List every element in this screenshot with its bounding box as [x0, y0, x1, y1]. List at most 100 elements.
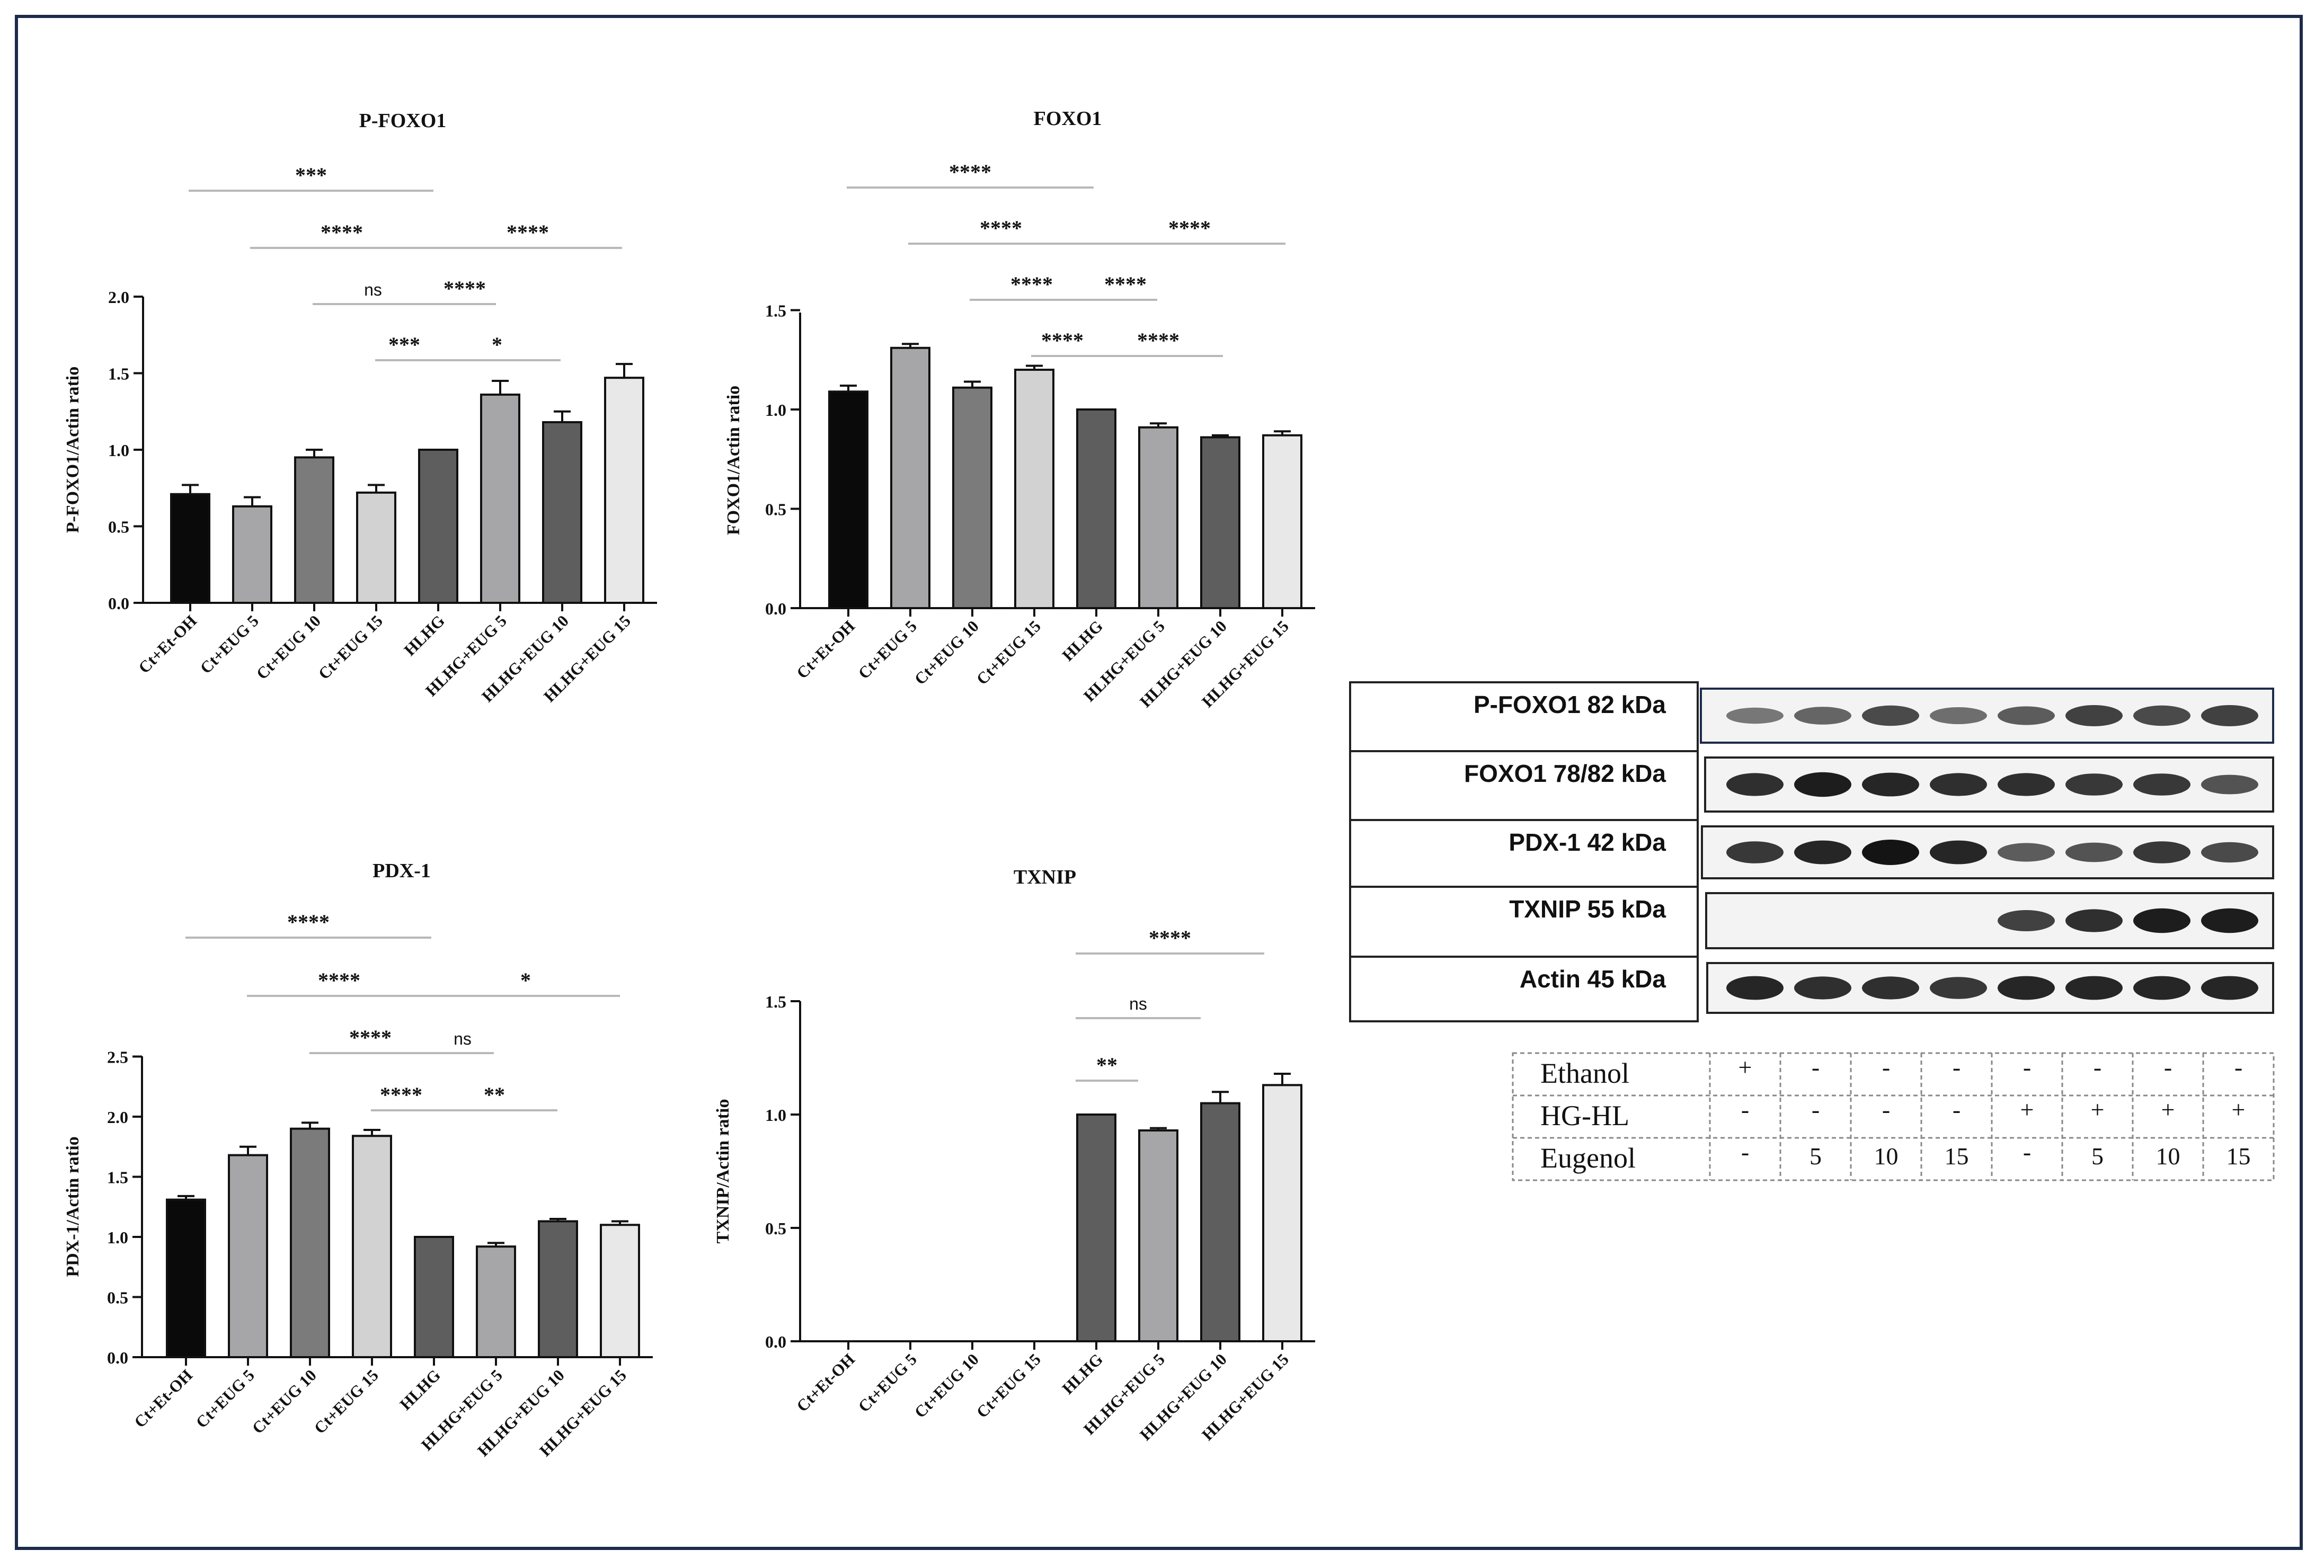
x-tick-label: Ct+EUG 5 — [192, 1366, 258, 1431]
blot-band — [2133, 773, 2190, 796]
significance-label: **** — [318, 968, 360, 992]
y-tick-label: 0.5 — [107, 1288, 128, 1307]
bar-5 — [1138, 426, 1178, 609]
table-row-label: Eugenol — [1540, 1142, 1636, 1174]
chart-title: FOXO1 — [1034, 108, 1102, 130]
bar-0 — [166, 1198, 206, 1358]
table-cell: + — [2020, 1096, 2034, 1123]
bar-7 — [604, 377, 644, 604]
blot-row-label: PDX-1 42 kDa — [1509, 828, 1666, 856]
blot-row-label: TXNIP 55 kDa — [1509, 895, 1666, 923]
table-cell: + — [2232, 1096, 2246, 1123]
bar-5 — [476, 1245, 516, 1358]
y-tick-label: 0.5 — [765, 500, 786, 519]
y-tick-label: 0.0 — [107, 1348, 128, 1367]
bar-1 — [228, 1154, 268, 1358]
table-cell: - — [2023, 1054, 2031, 1081]
y-axis-label: P-FOXO1/Actin ratio — [63, 367, 83, 533]
blot-band — [1794, 707, 1851, 725]
significance-label: **** — [949, 160, 991, 184]
significance-label: **** — [507, 220, 549, 244]
table-cell: - — [1882, 1096, 1890, 1123]
x-tick-label: Ct+EUG 5 — [855, 1350, 920, 1415]
bar-6 — [538, 1220, 578, 1358]
significance-label: **** — [980, 216, 1022, 240]
bar-5 — [480, 393, 520, 604]
blot-band — [1862, 976, 1919, 1000]
blot-label-box — [1349, 681, 1699, 1022]
bar-7 — [1262, 1084, 1302, 1343]
table-cell: + — [2161, 1096, 2175, 1123]
blot-band — [1862, 772, 1919, 797]
y-tick-label: 0.0 — [108, 594, 129, 613]
significance-label: **** — [1104, 272, 1147, 296]
significance-label: **** — [321, 220, 363, 244]
table-cell: - — [1741, 1096, 1749, 1123]
y-axis-label: TXNIP/Actin ratio — [713, 1099, 733, 1244]
y-tick-label: 2.0 — [107, 1108, 128, 1127]
table-cell: - — [2164, 1054, 2172, 1081]
blot-band — [1930, 977, 1987, 999]
significance-label: **** — [380, 1083, 422, 1107]
blot-band — [2201, 842, 2258, 863]
significance-label: ns — [454, 1029, 472, 1048]
bar-3 — [356, 491, 396, 604]
x-tick-label: Ct+EUG 10 — [249, 1366, 320, 1437]
y-tick-label: 1.5 — [765, 301, 786, 320]
blot-band — [2201, 976, 2258, 1000]
blot-band — [2133, 841, 2190, 863]
significance-label: * — [492, 333, 502, 357]
chart-title: PDX-1 — [372, 860, 431, 882]
blot-band — [1998, 773, 2055, 796]
blot-band — [1998, 843, 2055, 862]
blot-band — [1862, 705, 1919, 726]
significance-label: *** — [295, 163, 327, 187]
table-cell: 10 — [2156, 1143, 2180, 1170]
table-cell: + — [1738, 1054, 1752, 1081]
y-tick-label: 0.5 — [108, 518, 129, 537]
blot-band — [2065, 705, 2123, 726]
bar-3 — [352, 1135, 392, 1359]
table-cell: - — [1953, 1096, 1961, 1123]
significance-label: **** — [287, 910, 330, 934]
chart-foxo1: FOXO1 FOXO1/Actin ratio 0.0 0.5 1.0 1.5 Ct+Et-… — [724, 108, 1315, 711]
table-cell: 15 — [1945, 1143, 1969, 1170]
y-tick-label: 1.0 — [765, 400, 786, 420]
bar-0 — [828, 390, 868, 609]
blot-band — [1998, 976, 2055, 1000]
significance-label: **** — [443, 277, 486, 300]
x-tick-label: Ct+Et-OH — [793, 1350, 858, 1415]
figure-frame — [15, 15, 2303, 1550]
bar-5 — [1138, 1129, 1178, 1342]
bar-6 — [542, 421, 582, 604]
chart-txnip: TXNIP TXNIP/Actin ratio 0.0 0.5 1.0 1.5 Ct+Et-… — [713, 866, 1315, 1444]
table-cell: - — [2094, 1054, 2101, 1081]
table-row-label: HG-HL — [1540, 1100, 1629, 1132]
table-row-label: Ethanol — [1540, 1057, 1629, 1089]
blot-band — [1930, 707, 1987, 724]
blot-band — [2065, 773, 2123, 796]
blot-band — [2065, 842, 2123, 862]
chart-p-foxo1: P-FOXO1 P-FOXO1/Actin ratio 0.0 0.5 1.0 1.5 2.… — [63, 110, 657, 706]
x-tick-label: Ct+EUG 5 — [197, 611, 262, 677]
y-tick-label: 0.0 — [765, 1332, 786, 1351]
blot-row-label: FOXO1 78/82 kDa — [1464, 760, 1666, 787]
x-tick-label: Ct+EUG 10 — [253, 611, 324, 683]
table-cell: 10 — [1874, 1143, 1899, 1170]
blot-band — [1998, 706, 2055, 725]
blot-band — [1998, 910, 2055, 931]
significance-label: **** — [1168, 216, 1211, 240]
significance-label: **** — [1149, 926, 1191, 950]
y-tick-label: 1.5 — [108, 364, 129, 384]
blot-band — [2133, 908, 2190, 933]
table-cell: 5 — [1809, 1143, 1822, 1170]
x-tick-label: Ct+Et-OH — [793, 617, 858, 682]
x-tick-label: HLHG — [1058, 1350, 1106, 1398]
y-tick-label: 0.0 — [765, 599, 786, 618]
blot-band — [1726, 841, 1784, 863]
x-tick-label: HLHG — [396, 1366, 444, 1414]
bar-0 — [170, 493, 210, 604]
blot-band — [2133, 976, 2190, 1000]
blot-band — [1794, 772, 1851, 797]
y-tick-label: 1.5 — [107, 1168, 128, 1187]
